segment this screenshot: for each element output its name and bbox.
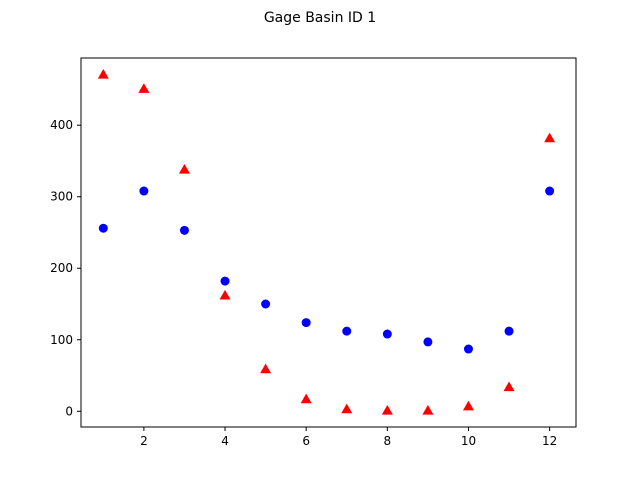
x-tick-label: 4	[221, 434, 229, 448]
y-tick-label: 400	[50, 118, 73, 132]
x-tick-label: 6	[302, 434, 310, 448]
chart-title: Gage Basin ID 1	[264, 10, 376, 26]
axes-frame	[80, 57, 577, 428]
x-tick-label: 2	[140, 434, 148, 448]
data-point-triangle	[462, 400, 474, 411]
data-point-triangle	[381, 405, 393, 415]
data-point-circle	[504, 326, 514, 336]
x-tick-label: 10	[461, 434, 476, 448]
data-point-triangle	[219, 289, 231, 300]
data-point-circle	[463, 344, 473, 354]
data-point-circle	[179, 225, 189, 235]
data-point-triangle	[544, 132, 556, 143]
y-tick-label: 100	[50, 333, 73, 347]
plot-area: 2 4 6 8 10 12 0 100 200 300 400	[50, 57, 577, 448]
data-point-circle	[220, 276, 230, 286]
data-point-triangle	[97, 68, 109, 79]
data-point-circle	[139, 186, 149, 196]
data-point-circle	[545, 186, 555, 196]
data-point-triangle	[300, 393, 312, 404]
data-point-triangle	[178, 164, 190, 174]
data-point-circle	[98, 223, 108, 233]
data-point-triangle	[503, 381, 515, 392]
data-point-circle	[423, 337, 433, 347]
y-tick-label: 300	[50, 190, 73, 204]
x-tick-label: 12	[542, 434, 557, 448]
data-point-circle	[301, 318, 311, 328]
data-point-circle	[342, 326, 352, 336]
y-tick-label: 200	[50, 261, 73, 275]
data-point-circle	[382, 329, 392, 339]
data-point-triangle	[341, 403, 353, 414]
data-point-triangle	[422, 405, 434, 415]
x-tick-label: 8	[384, 434, 392, 448]
data-point-triangle	[138, 83, 150, 93]
data-point-circle	[261, 299, 271, 309]
data-point-triangle	[260, 363, 272, 374]
y-tick-label: 0	[65, 404, 73, 418]
